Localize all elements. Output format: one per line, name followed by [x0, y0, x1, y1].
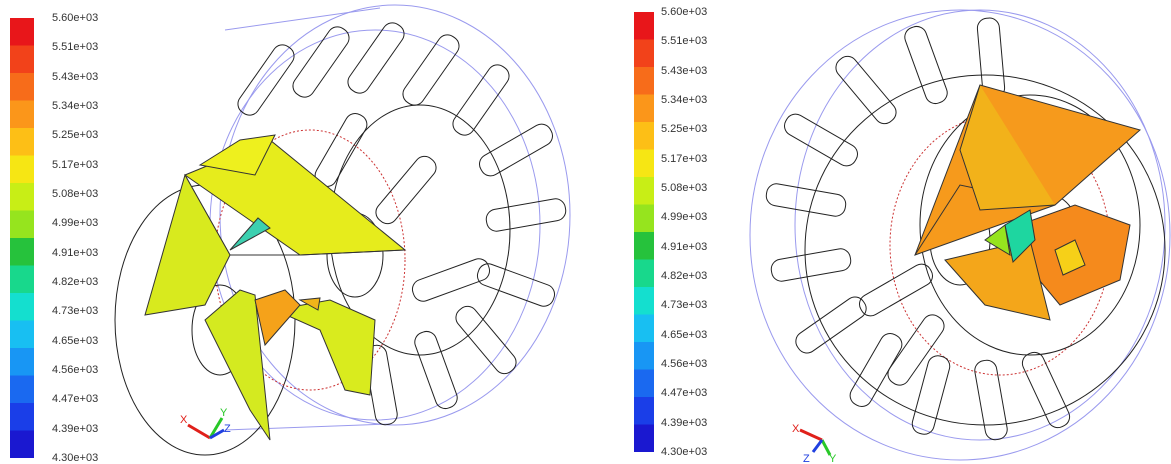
- right-view-panel: 5.60e+03 5.51e+03 5.43e+03 5.34e+03 5.25e+03…: [585, 0, 1171, 464]
- color-legend-swatch: [634, 314, 654, 343]
- casing-outline: [209, 4, 571, 431]
- color-legend-swatch: [10, 183, 34, 211]
- color-legend-swatch: [10, 45, 34, 74]
- impeller-blades: [144, 134, 407, 441]
- color-legend-tick-label: 4.99e+03: [52, 217, 99, 230]
- color-legend-swatch: [634, 369, 654, 398]
- color-legend-tick-label: 5.34e+03: [52, 100, 99, 112]
- color-legend-tick-label: 5.25e+03: [52, 129, 99, 142]
- color-legend-tick-label: 4.91e+03: [52, 246, 99, 259]
- stator-vanes: [237, 22, 567, 426]
- color-legend-swatch: [10, 128, 34, 156]
- color-legend-tick-label: 4.73e+03: [661, 299, 708, 312]
- color-legend-swatch: [10, 238, 34, 266]
- color-legend-swatch: [634, 232, 654, 260]
- color-legend-swatch: [634, 424, 654, 452]
- color-legend-swatch: [10, 155, 34, 184]
- axis-y-label: Y: [220, 407, 228, 419]
- axis-y-label: Y: [829, 453, 837, 464]
- axis-x-label: X: [792, 423, 800, 435]
- color-legend-tick-label: 5.17e+03: [52, 158, 99, 171]
- color-legend-swatch: [634, 259, 654, 288]
- color-legend-swatch: [634, 39, 654, 68]
- color-legend-tick-label: 5.43e+03: [661, 64, 708, 77]
- color-legend-tick-label: 5.43e+03: [52, 70, 99, 83]
- color-legend-tick-label: 4.73e+03: [52, 305, 99, 318]
- 3d-viewport-right[interactable]: X Y Z: [585, 0, 1171, 464]
- color-legend-swatch: [10, 430, 34, 458]
- color-legend-tick-label: 4.47e+03: [661, 387, 708, 400]
- color-legend-swatch: [10, 403, 34, 431]
- color-legend-tick-label: 4.82e+03: [661, 270, 708, 282]
- color-legend-tick-label: 5.17e+03: [661, 152, 708, 165]
- color-legend-swatch: [634, 342, 654, 370]
- color-legend-swatch: [10, 100, 34, 129]
- color-legend-tick-label: 4.82e+03: [52, 276, 99, 288]
- color-legend-swatch: [10, 265, 34, 294]
- axis-z-label: Z: [803, 453, 810, 464]
- color-legend-tick-label: 5.51e+03: [52, 41, 99, 54]
- color-legend-bar: [634, 12, 654, 452]
- color-legend-swatch: [10, 348, 34, 376]
- color-legend-tick-label: 4.39e+03: [52, 422, 99, 435]
- color-legend-swatch: [10, 375, 34, 404]
- left-view-panel: 5.60e+03 5.51e+03 5.43e+03 5.34e+03 5.25e+03…: [0, 0, 585, 464]
- color-legend-bar: [10, 18, 34, 458]
- color-legend-swatch: [634, 287, 654, 315]
- color-legend-swatch: [634, 204, 654, 233]
- color-legend-tick-label: 4.56e+03: [661, 358, 708, 370]
- impeller-blades: [914, 84, 1142, 321]
- 3d-viewport-left[interactable]: X Y Z: [0, 0, 585, 464]
- color-legend-swatch: [634, 94, 654, 123]
- axis-z-label: Z: [224, 423, 231, 435]
- color-legend-swatch: [634, 149, 654, 178]
- color-legend-swatch: [10, 293, 34, 321]
- color-legend-tick-label: 4.91e+03: [661, 240, 708, 253]
- color-legend-tick-label: 5.51e+03: [661, 35, 708, 48]
- color-legend-swatch: [10, 320, 34, 349]
- axis-x-label: X: [180, 414, 188, 426]
- color-legend-tick-label: 4.56e+03: [52, 364, 99, 376]
- color-legend-swatch: [634, 12, 654, 40]
- color-legend-swatch: [634, 122, 654, 150]
- color-legend-tick-label: 5.08e+03: [52, 188, 99, 200]
- color-legend-tick-label: 4.65e+03: [52, 334, 99, 347]
- color-legend-swatch: [10, 73, 34, 101]
- color-legend-tick-label: 4.39e+03: [661, 416, 708, 429]
- color-legend-swatch: [634, 67, 654, 95]
- color-legend-tick-label: 5.34e+03: [661, 94, 708, 106]
- color-legend-swatch: [634, 397, 654, 425]
- axis-triad: X Y Z: [180, 407, 231, 440]
- casing-outline: [749, 9, 1171, 461]
- color-legend-tick-label: 4.30e+03: [52, 452, 99, 464]
- color-legend-tick-label: 4.65e+03: [661, 328, 708, 341]
- color-legend-tick-label: 5.08e+03: [661, 182, 708, 194]
- color-legend-tick-label: 5.25e+03: [661, 123, 708, 136]
- color-legend-tick-label: 5.60e+03: [52, 12, 99, 24]
- axis-triad: X Y Z: [792, 423, 837, 464]
- color-legend-tick-label: 4.99e+03: [661, 211, 708, 224]
- color-legend-tick-label: 4.30e+03: [661, 446, 708, 458]
- color-legend-tick-label: 4.47e+03: [52, 393, 99, 406]
- color-legend-tick-label: 5.60e+03: [661, 6, 708, 18]
- color-legend-swatch: [634, 177, 654, 205]
- stator-vanes: [765, 17, 1071, 441]
- color-legend-swatch: [10, 210, 34, 239]
- color-legend-swatch: [10, 18, 34, 46]
